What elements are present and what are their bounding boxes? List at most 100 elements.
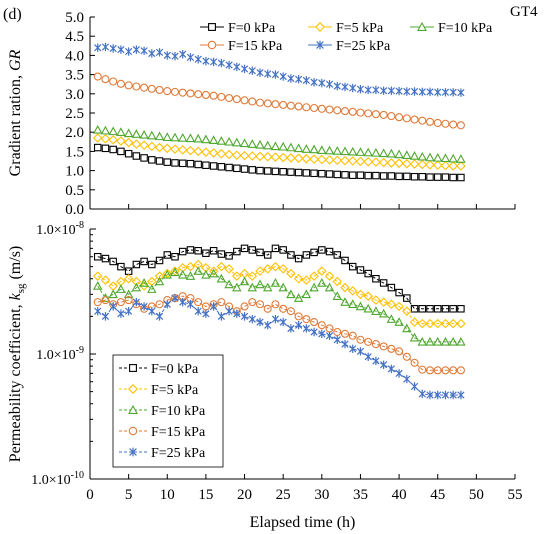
data-point — [349, 344, 357, 354]
data-point — [210, 302, 218, 311]
data-point — [194, 90, 203, 99]
data-point — [295, 75, 303, 84]
data-point — [256, 248, 264, 257]
data-point — [457, 390, 465, 400]
data-point — [270, 152, 281, 162]
data-point — [340, 107, 350, 116]
data-point — [310, 78, 318, 87]
data-point — [163, 251, 172, 259]
data-point — [225, 60, 233, 70]
data-point — [247, 282, 257, 292]
data-point — [131, 139, 142, 149]
data-point — [93, 298, 102, 307]
data-point — [108, 289, 118, 299]
data-point — [403, 374, 411, 384]
data-point — [456, 161, 466, 171]
data-point — [356, 347, 365, 356]
data-point — [177, 145, 188, 155]
data-point — [364, 352, 372, 361]
data-point — [371, 340, 380, 349]
data-point — [186, 300, 195, 309]
data-point — [286, 142, 296, 152]
data-point — [409, 332, 420, 342]
legend-label: F=15 kPa — [151, 425, 206, 440]
data-point — [387, 364, 395, 374]
y-tick-label-bottom: 1.0×10-9 — [36, 345, 84, 363]
data-point — [363, 303, 373, 313]
data-point — [178, 133, 188, 142]
data-point — [124, 149, 133, 158]
data-point — [171, 293, 179, 303]
data-point — [410, 172, 419, 181]
legend-marker — [316, 40, 324, 50]
data-point — [255, 279, 265, 289]
legend-item-bottom: F=0 kPa — [119, 362, 199, 377]
data-point — [117, 147, 125, 156]
data-point — [131, 276, 142, 287]
series-bottom-3 — [93, 292, 465, 375]
legend-label: F=5 kPa — [336, 21, 384, 36]
data-point — [387, 172, 396, 180]
data-point — [201, 269, 211, 279]
data-point — [325, 80, 334, 89]
data-point — [448, 318, 458, 329]
data-point — [232, 95, 241, 104]
data-point — [278, 264, 288, 274]
data-point — [240, 64, 249, 74]
data-point — [317, 145, 327, 154]
data-point — [301, 144, 312, 153]
series-top-1 — [92, 133, 466, 171]
data-point — [93, 281, 103, 290]
data-point — [109, 44, 117, 53]
data-point — [355, 301, 366, 311]
data-point — [225, 306, 233, 316]
data-point — [394, 149, 404, 159]
x-tick-label: 5 — [125, 487, 133, 503]
data-point — [301, 153, 312, 164]
data-point — [286, 153, 296, 163]
data-point — [364, 171, 372, 180]
data-point — [279, 246, 287, 254]
data-point — [325, 324, 334, 333]
data-point — [201, 134, 211, 144]
data-point — [278, 282, 288, 292]
y-axis-label-bottom: Permeability coefficient, ksg (m/s) — [7, 246, 27, 463]
data-point — [101, 312, 110, 321]
data-point — [426, 87, 434, 97]
data-point — [155, 157, 164, 165]
data-point — [93, 252, 102, 261]
data-point — [116, 284, 126, 293]
data-point — [302, 76, 310, 85]
data-point — [294, 168, 303, 177]
data-point — [208, 135, 219, 145]
data-point — [116, 127, 126, 136]
data-point — [309, 154, 319, 164]
data-point — [201, 147, 211, 157]
data-point — [363, 291, 373, 301]
data-point — [417, 336, 427, 346]
data-point — [440, 160, 451, 171]
data-point — [309, 271, 319, 281]
data-point — [232, 271, 242, 281]
data-point — [217, 92, 226, 101]
data-point — [248, 314, 256, 324]
data-point — [325, 105, 334, 114]
data-point — [403, 87, 411, 96]
data-point — [340, 297, 350, 306]
data-point — [178, 269, 188, 279]
data-point — [148, 260, 156, 269]
data-point — [193, 146, 203, 157]
data-point — [333, 81, 341, 91]
data-point — [333, 170, 342, 179]
data-point — [395, 347, 404, 356]
data-point — [301, 275, 312, 285]
data-point — [225, 252, 233, 260]
data-point — [418, 116, 427, 125]
data-point — [233, 309, 241, 318]
data-point — [240, 165, 249, 173]
data-point — [239, 268, 250, 279]
data-point — [239, 138, 250, 148]
data-point — [295, 320, 303, 330]
data-point — [340, 329, 350, 338]
data-point — [125, 47, 133, 56]
